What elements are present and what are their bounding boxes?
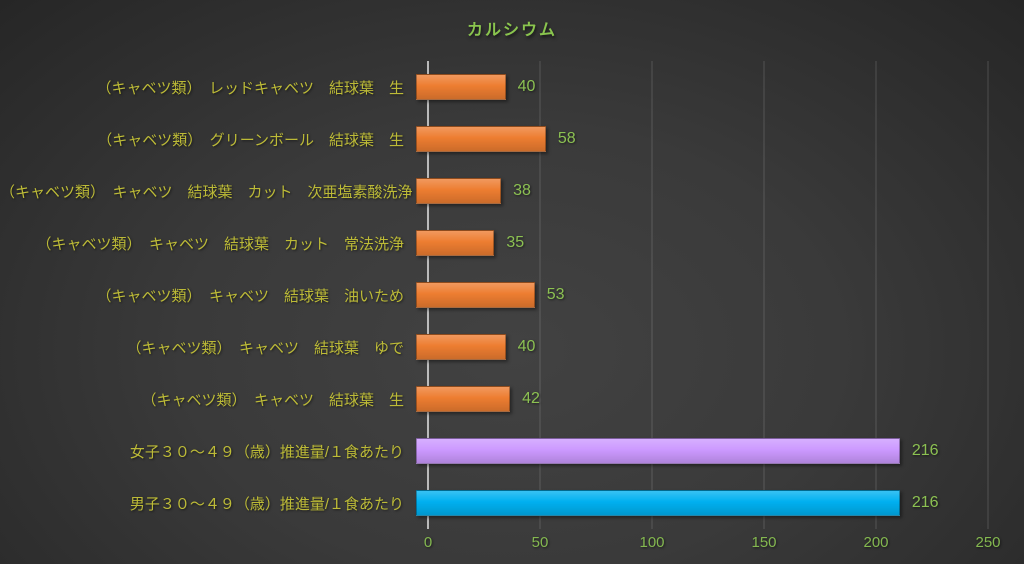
- x-tick-label: 150: [751, 534, 777, 551]
- gridline: [987, 61, 989, 529]
- bar-track: 216: [416, 425, 976, 477]
- x-axis: 0 50 100 150 200 250: [424, 534, 1001, 556]
- x-tick-label: 0: [423, 534, 433, 551]
- bar: [416, 334, 506, 360]
- bar: [416, 126, 546, 152]
- bar: [416, 282, 535, 308]
- category-label: （キャベツ類） キャベツ 結球葉 カット 常法洗浄: [36, 235, 404, 253]
- category-label: （キャベツ類） キャベツ 結球葉 カット 次亜塩素酸洗浄: [0, 183, 413, 201]
- value-label: 40: [517, 338, 536, 355]
- bar: [416, 74, 506, 100]
- value-label: 38: [513, 182, 531, 199]
- chart-row: （キャベツ類） レッドキャベツ 結球葉 生 40: [0, 61, 1024, 113]
- gridline: [651, 61, 653, 529]
- bar-track: 42: [416, 373, 976, 425]
- category-label: （キャベツ類） レッドキャベツ 結球葉 生: [96, 79, 404, 97]
- category-label: （キャベツ類） グリーンボール 結球葉 生: [97, 131, 404, 149]
- chart-row: 女子３０～４９（歳）推進量/１食あたり 216: [0, 425, 1024, 477]
- bar-track: 35: [416, 217, 976, 269]
- gridline: [875, 61, 877, 529]
- bar-track: 40: [416, 321, 976, 373]
- gridline: [539, 61, 541, 529]
- bar: [416, 230, 495, 256]
- bar: [416, 386, 511, 412]
- chart-row: （キャベツ類） キャベツ 結球葉 カット 常法洗浄 35: [0, 217, 1024, 269]
- bar: [416, 178, 502, 204]
- chart-row: （キャベツ類） キャベツ 結球葉 生 42: [0, 373, 1024, 425]
- category-label: 女子３０～４９（歳）推進量/１食あたり: [129, 443, 404, 461]
- value-label: 216: [911, 442, 939, 459]
- bar-rows: （キャベツ類） レッドキャベツ 結球葉 生 40 （キャベツ類） グリーンボール 結…: [0, 61, 1024, 529]
- category-label: （キャベツ類） キャベツ 結球葉 生: [141, 391, 404, 409]
- bar-track: 216: [416, 477, 976, 529]
- bar-track: 58: [416, 113, 976, 165]
- value-label: 58: [557, 130, 576, 147]
- chart-row: （キャベツ類） グリーンボール 結球葉 生 58: [0, 113, 1024, 165]
- bar-track: 38: [416, 165, 976, 217]
- chart-row: （キャベツ類） キャベツ 結球葉 カット 次亜塩素酸洗浄 38: [0, 165, 1024, 217]
- x-tick-label: 200: [863, 534, 889, 551]
- chart-row: 男子３０～４９（歳）推進量/１食あたり 216: [0, 477, 1024, 529]
- value-label: 35: [506, 234, 525, 251]
- value-label: 53: [546, 286, 565, 303]
- category-label: （キャベツ類） キャベツ 結球葉 ゆで: [126, 339, 404, 357]
- chart-title: カルシウム: [466, 22, 557, 39]
- x-tick-label: 50: [531, 534, 549, 551]
- bar-track: 40: [416, 61, 976, 113]
- category-label: （キャベツ類） キャベツ 結球葉 油いため: [96, 287, 404, 305]
- gridline: [763, 61, 765, 529]
- bar: [416, 438, 900, 464]
- chart-row: （キャベツ類） キャベツ 結球葉 油いため 53: [0, 269, 1024, 321]
- x-tick-label: 250: [975, 534, 1001, 551]
- category-label: 男子３０～４９（歳）推進量/１食あたり: [129, 495, 404, 513]
- x-tick-label: 100: [639, 534, 665, 551]
- chart-row: （キャベツ類） キャベツ 結球葉 ゆで 40: [0, 321, 1024, 373]
- value-label: 216: [911, 494, 939, 511]
- bar: [416, 490, 900, 516]
- value-label: 42: [522, 390, 540, 407]
- bar-track: 53: [416, 269, 976, 321]
- value-label: 40: [517, 78, 536, 95]
